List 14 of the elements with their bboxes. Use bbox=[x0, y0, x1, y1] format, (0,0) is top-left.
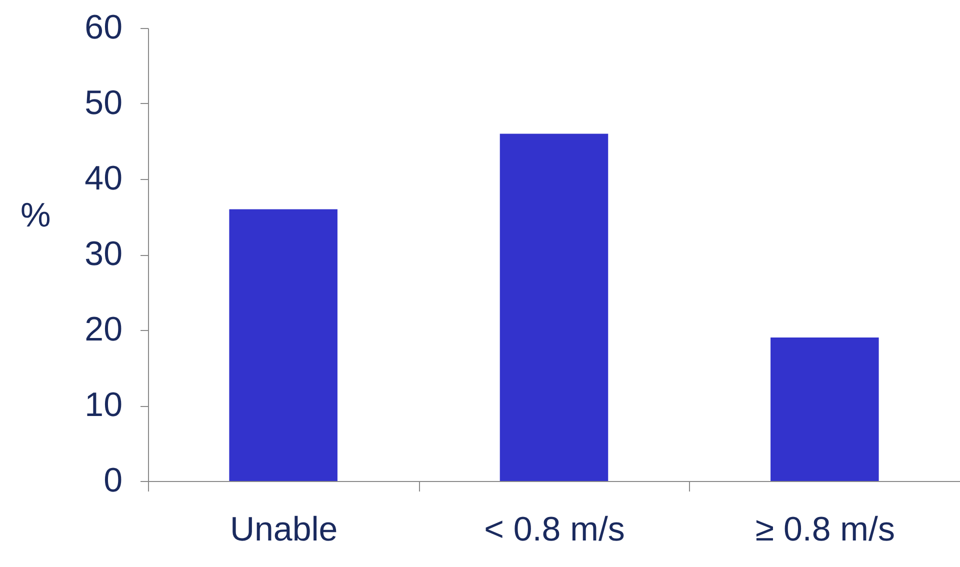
x-tick-label: ≥ 0.8 m/s bbox=[755, 510, 895, 548]
bar bbox=[500, 134, 608, 481]
y-tick-label: 60 bbox=[84, 8, 122, 46]
y-tick-label: 50 bbox=[84, 84, 122, 122]
y-axis-title: % bbox=[20, 196, 51, 234]
y-tick-label: 0 bbox=[104, 462, 122, 500]
x-tick-label: < 0.8 m/s bbox=[484, 510, 625, 548]
bar bbox=[229, 209, 338, 481]
y-tick-label: 30 bbox=[84, 235, 122, 273]
x-tick-label: Unable bbox=[230, 510, 338, 548]
y-tick-label: 20 bbox=[84, 310, 122, 348]
y-tick-label: 10 bbox=[84, 386, 122, 424]
bar bbox=[770, 338, 879, 481]
y-tick-label: 40 bbox=[84, 160, 122, 198]
